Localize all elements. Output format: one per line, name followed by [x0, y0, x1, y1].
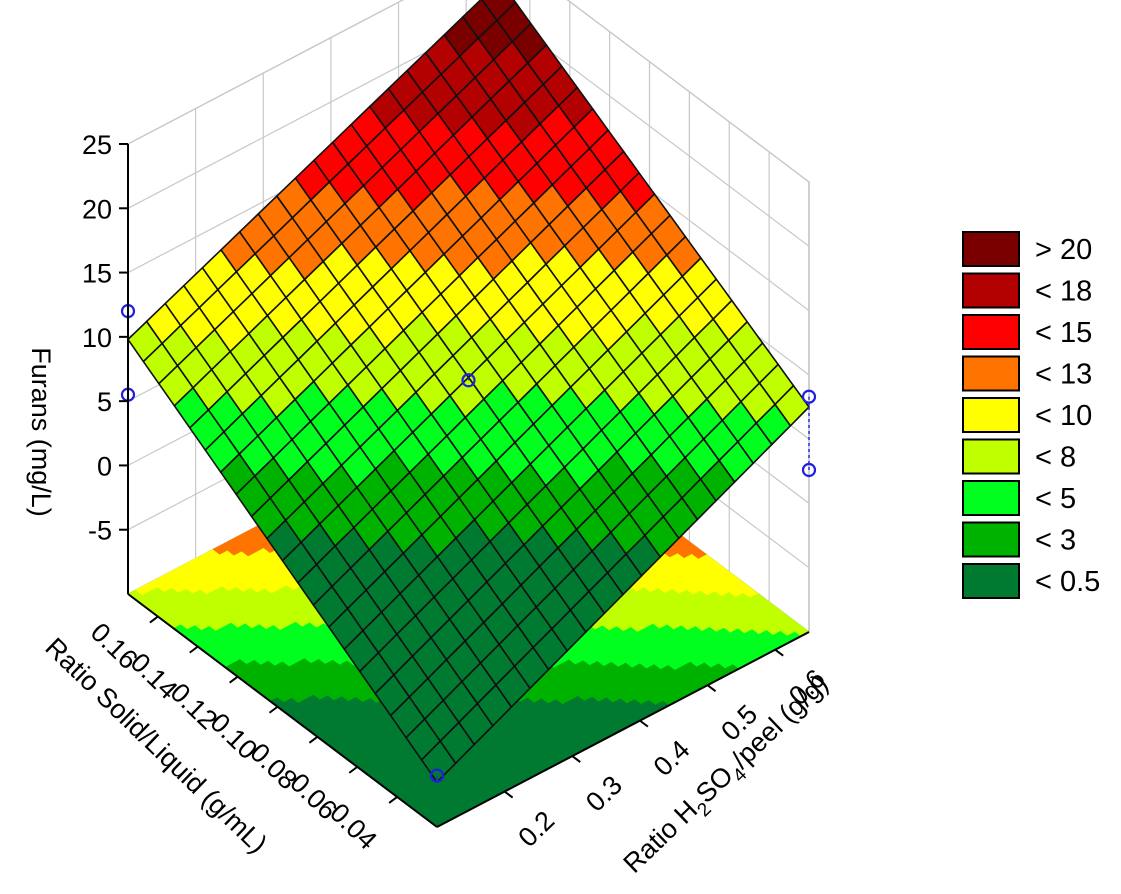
- x-tick: [571, 755, 581, 763]
- y-tick: [229, 675, 239, 684]
- legend-label: < 10: [1035, 400, 1092, 432]
- legend-label: < 8: [1035, 442, 1076, 474]
- y-tick: [388, 796, 398, 804]
- y-tick: [308, 736, 318, 744]
- data-point: [429, 768, 445, 783]
- y-tick: [149, 615, 159, 624]
- x-tick: [639, 719, 649, 728]
- z-tick-label: 20: [82, 194, 112, 224]
- legend-label: < 0.5: [1035, 566, 1100, 598]
- x-tick: [504, 790, 514, 799]
- surface-cell: [420, 740, 457, 783]
- z-tick-label: 10: [82, 323, 112, 353]
- legend-label: < 5: [1035, 483, 1076, 515]
- z-gridline: [127, 0, 810, 183]
- y-axis-line: [127, 593, 438, 828]
- legend-label: > 20: [1035, 234, 1092, 266]
- legend-label: < 3: [1035, 525, 1076, 557]
- x-tick-label: 0.4: [648, 734, 696, 782]
- y-tick: [348, 766, 358, 774]
- z-tick-label: -5: [88, 516, 112, 546]
- legend-swatch: [962, 563, 1020, 599]
- z-tick-label: 25: [82, 130, 112, 160]
- legend-swatch: [962, 231, 1020, 267]
- x-axis-title-prefix: Ratio H: [618, 795, 704, 879]
- z-tick-label: 5: [97, 387, 112, 417]
- z-axis-title: Furans (mg/L): [26, 347, 56, 517]
- legend: > 20 < 18 < 15 < 13 < 10 < 8 < 5 < 3 < 0.5: [962, 231, 1100, 599]
- data-point: [801, 462, 817, 478]
- legend-label: < 13: [1035, 359, 1092, 391]
- legend-swatch: [962, 480, 1020, 516]
- x-axis-line: [436, 631, 810, 828]
- x-tick: [774, 648, 784, 657]
- data-point: [801, 389, 817, 404]
- legend-swatch: [962, 272, 1020, 309]
- data-point: [461, 373, 476, 388]
- x-tick-label: 0.2: [512, 805, 560, 853]
- legend-swatch: [962, 521, 1020, 558]
- legend-swatch: [962, 314, 1020, 350]
- z-tick-label: 0: [97, 451, 112, 481]
- response-surface: [127, 0, 810, 783]
- legend-label: < 18: [1035, 276, 1092, 308]
- x-tick: [706, 684, 717, 692]
- legend-swatch: [962, 397, 1020, 433]
- x-tick-label: 0.3: [580, 770, 628, 818]
- legend-swatch: [962, 355, 1020, 392]
- y-tick: [268, 705, 279, 714]
- z-tick-label: 15: [82, 259, 112, 289]
- legend-label: < 15: [1035, 317, 1092, 349]
- legend-swatch: [962, 438, 1020, 475]
- y-tick: [189, 645, 199, 654]
